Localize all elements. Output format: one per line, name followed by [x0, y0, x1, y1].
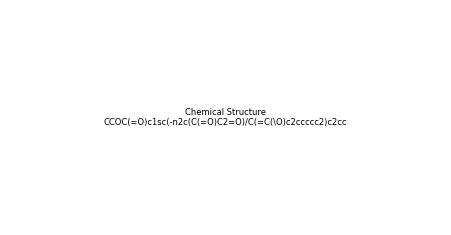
Text: Chemical Structure
CCOC(=O)c1sc(-n2c(C(=O)C2=O)/C(=C(\O)c2ccccc2)c2cc: Chemical Structure CCOC(=O)c1sc(-n2c(C(=…: [104, 108, 347, 127]
